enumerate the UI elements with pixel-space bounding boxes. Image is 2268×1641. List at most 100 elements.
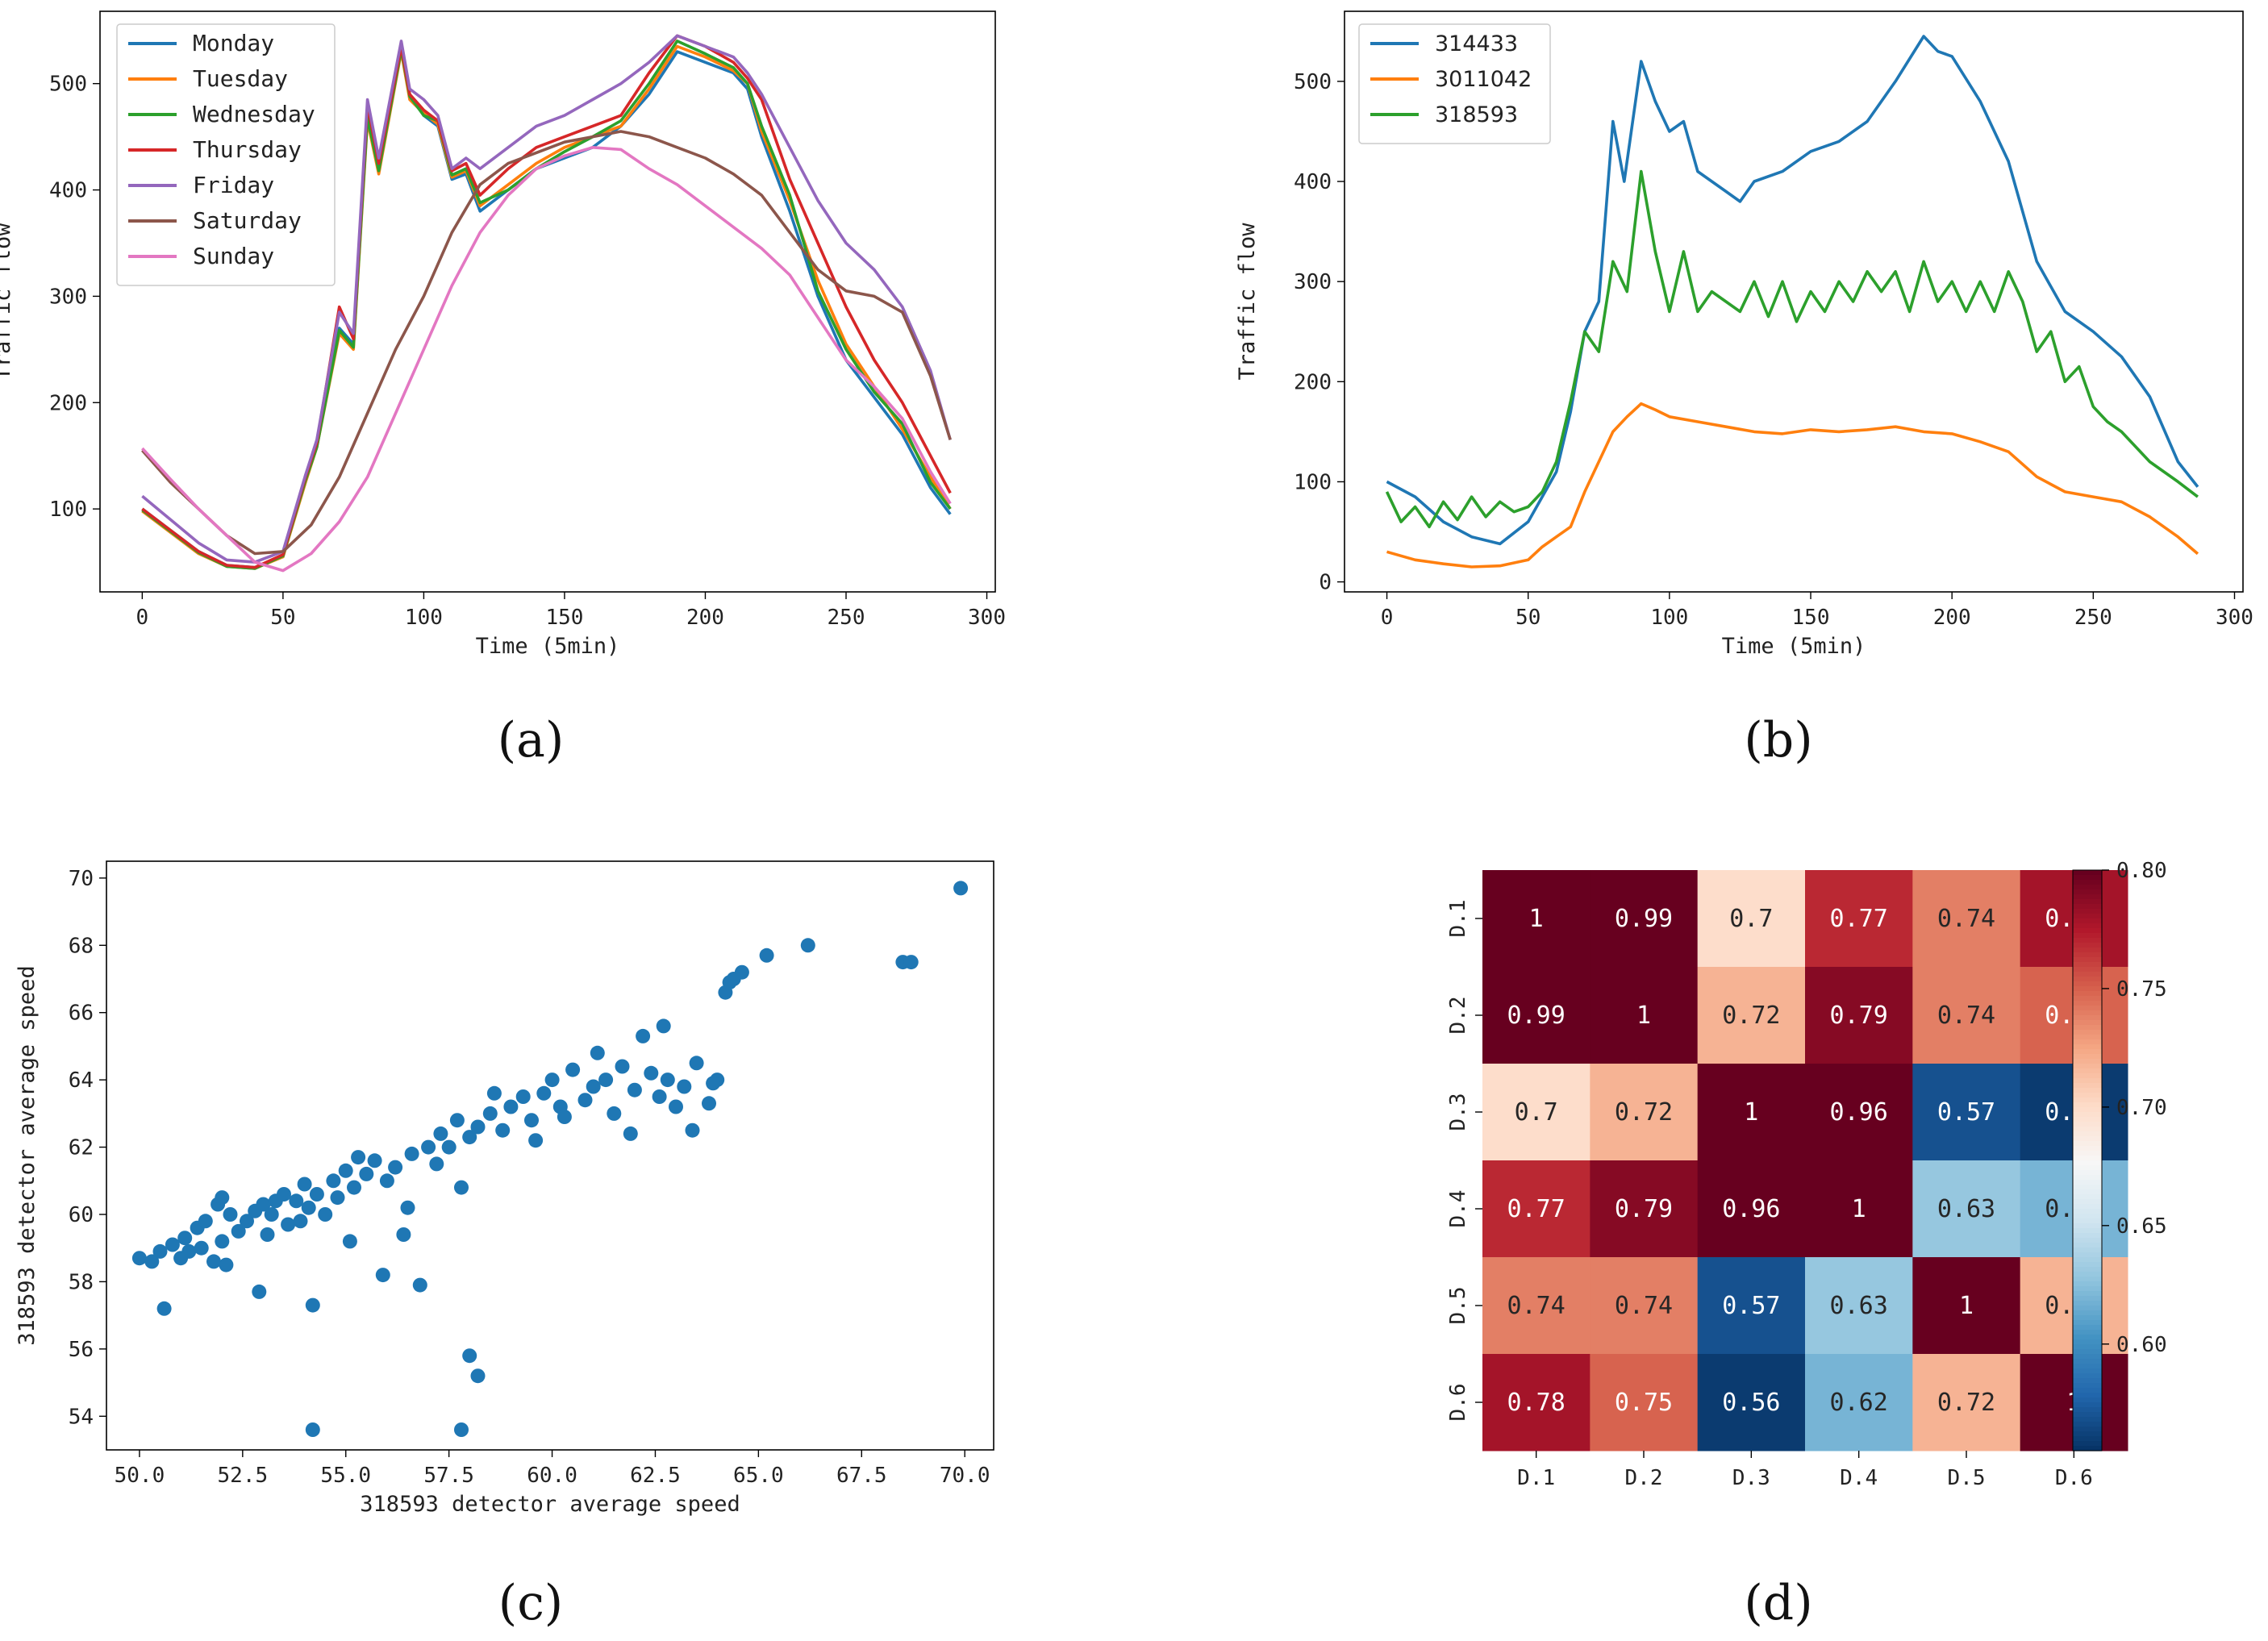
heatmap-cell-label: 0.77	[1830, 905, 1888, 933]
colorbar-band	[2073, 1364, 2102, 1369]
heatmap-cell-label: 0.63	[1937, 1195, 1995, 1223]
colorbar-band	[2073, 1015, 2102, 1021]
colorbar-band	[2073, 1088, 2102, 1093]
x-tick-label: D.6	[2055, 1466, 2093, 1490]
heatmap-cell	[1482, 967, 1591, 1064]
colorbar-band	[2073, 875, 2102, 881]
heatmap-cell	[1590, 1064, 1699, 1161]
colorbar-band	[2073, 1189, 2102, 1195]
scatter-point	[903, 955, 919, 970]
legend: 314433 3011042 318593	[1358, 23, 1551, 144]
colorbar-band	[2073, 1194, 2102, 1200]
scatter-point	[503, 1099, 519, 1114]
scatter-point	[685, 1122, 700, 1138]
heatmap-cell-label: 0.63	[1830, 1292, 1888, 1320]
series-line-sunday	[141, 146, 952, 573]
scatter-point	[379, 1173, 394, 1189]
x-tick-label: 100	[405, 606, 443, 630]
colorbar-band	[2073, 1025, 2102, 1031]
colorbar-band	[2073, 1102, 2102, 1108]
heatmap-cell	[1912, 1257, 2021, 1355]
series-line-saturday	[141, 130, 952, 556]
y-tick-label: 58	[69, 1270, 94, 1294]
heatmap-cell-label: 0.74	[1937, 1002, 1995, 1030]
colorbar-band	[2073, 1252, 2102, 1258]
colorbar-band	[2073, 1277, 2102, 1282]
colorbar-band	[2073, 991, 2102, 997]
colorbar-band	[2073, 972, 2102, 977]
y-tick-label: 66	[69, 1002, 94, 1026]
colorbar-band	[2073, 1131, 2102, 1137]
scatter-point	[240, 1214, 254, 1229]
colorbar-band	[2073, 1238, 2102, 1243]
colorbar-tick-label: 0.80	[2116, 859, 2167, 883]
colorbar-band	[2073, 1233, 2102, 1239]
x-tick-label: 100	[1650, 606, 1688, 630]
colorbar-tick-label: 0.65	[2116, 1214, 2167, 1239]
x-tick-label: 150	[545, 606, 583, 630]
colorbar-band	[2073, 1325, 2102, 1331]
colorbar-band	[2073, 889, 2102, 895]
y-tick-label: 64	[69, 1068, 94, 1093]
legend-entry: Tuesday	[193, 65, 288, 92]
colorbar-band	[2073, 1078, 2102, 1084]
y-axis-label: Traffic flow	[0, 223, 15, 381]
x-axis-label: Time (5min)	[476, 634, 620, 659]
scatter-point	[689, 1056, 704, 1071]
heatmap-cell	[1590, 967, 1699, 1064]
colorbar-band	[2073, 986, 2102, 992]
colorbar-band	[2073, 1247, 2102, 1253]
y-tick-label: 68	[69, 934, 94, 958]
colorbar-band	[2073, 904, 2102, 910]
scatter-point	[515, 1089, 531, 1104]
heatmap-cell-label: 0.96	[1722, 1195, 1780, 1223]
colorbar-band	[2073, 1209, 2102, 1214]
plot-frame	[99, 10, 996, 593]
x-tick-label: 65.0	[733, 1464, 784, 1488]
colorbar-band	[2073, 918, 2102, 924]
heatmap-cell	[1482, 1160, 1591, 1258]
scatter-point	[449, 1113, 465, 1128]
colorbar-band	[2073, 1170, 2102, 1176]
colorbar-band	[2073, 885, 2102, 890]
heatmap-cell-label: 0.72	[1615, 1098, 1673, 1127]
scatter-point	[293, 1214, 308, 1229]
colorbar-band	[2073, 1407, 2102, 1413]
scatter-point	[429, 1156, 444, 1172]
colorbar-band	[2073, 1156, 2102, 1161]
plot-frame	[106, 860, 994, 1451]
scatter-point	[177, 1231, 193, 1246]
colorbar-band	[2073, 1320, 2102, 1326]
colorbar-band	[2073, 1223, 2102, 1229]
scatter-point	[400, 1200, 415, 1215]
colorbar-band	[2073, 943, 2102, 948]
scatter-point	[421, 1139, 436, 1155]
y-tick-label: D.6	[1446, 1384, 1470, 1422]
colorbar-band	[2073, 1262, 2102, 1268]
colorbar-band	[2073, 880, 2102, 885]
heatmap-cell	[1697, 967, 1806, 1064]
heatmap-cell-label: 1	[1636, 1002, 1651, 1030]
heatmap-cell	[1912, 1160, 2021, 1258]
x-tick-label: D.2	[1625, 1466, 1663, 1490]
scatter-point	[194, 1240, 209, 1256]
heatmap-cell-label: 1	[1852, 1195, 1866, 1223]
x-tick-label: 52.5	[218, 1464, 269, 1488]
colorbar-band	[2073, 894, 2102, 900]
x-tick-label: 150	[1792, 606, 1830, 630]
y-tick-label: 500	[49, 73, 87, 97]
x-axis-label: Time (5min)	[1722, 634, 1866, 659]
colorbar-band	[2073, 1010, 2102, 1016]
x-tick-label: 300	[2216, 606, 2253, 630]
y-tick-label: 400	[1294, 170, 1332, 194]
heatmap-cell-label: 0.7	[1515, 1098, 1558, 1127]
scatter-point	[318, 1207, 333, 1222]
heatmap-cell-label: 1	[1529, 905, 1544, 933]
colorbar-band	[2073, 1059, 2102, 1064]
heatmap-cell	[1697, 1064, 1806, 1161]
scatter-point	[486, 1085, 502, 1101]
y-tick-label: D.2	[1446, 997, 1470, 1035]
colorbar-band	[2073, 1112, 2102, 1118]
heatmap-cell-label: 0.75	[1615, 1389, 1673, 1417]
scatter-point	[206, 1254, 221, 1269]
